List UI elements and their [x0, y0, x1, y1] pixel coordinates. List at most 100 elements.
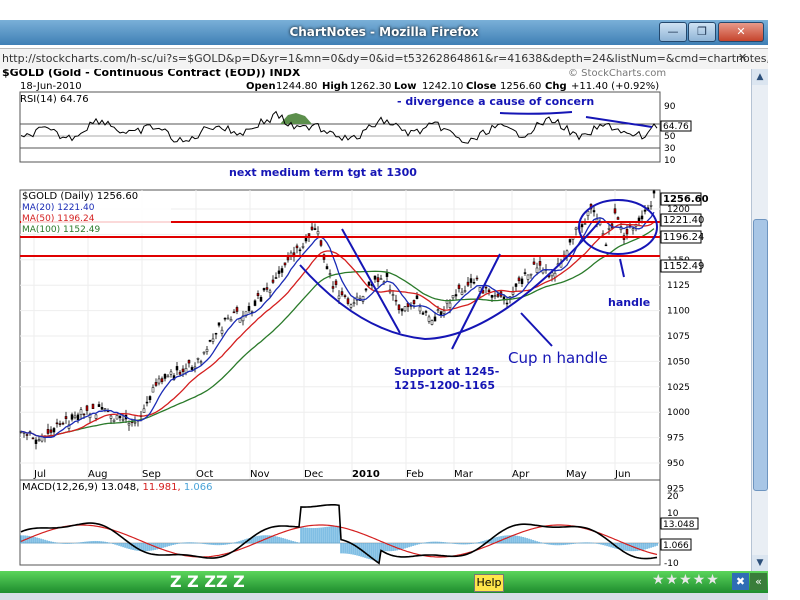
price-candle — [553, 272, 557, 278]
symbol-title: $GOLD (Gold - Continuous Contract (EOD))… — [2, 69, 301, 79]
price-candle — [325, 266, 329, 270]
hist-value-box — [660, 538, 692, 551]
macd-hist-bar — [164, 543, 166, 548]
macd-panel: MACD(12,26,9) 13.048, 11.981, 1.066 20 1… — [19, 479, 699, 569]
rating-stars[interactable]: ★★★★★ — [652, 572, 720, 588]
macd-hist-bar — [538, 541, 540, 544]
macd-tick-neg10: -10 — [664, 559, 679, 569]
macd-hist-bar — [564, 543, 566, 545]
price-candle — [415, 295, 419, 299]
price-candle — [181, 368, 185, 372]
macd-hist-bar — [482, 540, 484, 544]
macd-hist-bar — [456, 543, 458, 545]
macd-hist-bar — [656, 543, 658, 546]
page-close-icon[interactable]: ✕ — [738, 51, 748, 64]
macd-hist-bar — [162, 543, 164, 548]
price-candle — [259, 296, 263, 302]
macd-hist-bar — [304, 527, 306, 544]
price-x-tick: 2010 — [352, 469, 380, 480]
price-x-tick: Jun — [614, 469, 631, 480]
macd-hist-bar — [260, 535, 262, 544]
macd-hist-bar — [578, 542, 580, 544]
macd-hist-bar — [540, 542, 542, 544]
macd-hist-bar — [142, 543, 144, 552]
macd-hist-bar — [228, 543, 230, 545]
price-candle — [652, 190, 656, 194]
vertical-scrollbar[interactable]: ▲ ▼ — [751, 69, 768, 571]
price-candle — [418, 306, 422, 312]
macd-hist-bar — [630, 543, 632, 552]
nav-icon[interactable]: « — [750, 573, 767, 590]
macd-hist-bar — [146, 543, 148, 552]
price-candle — [385, 272, 389, 277]
cup-curve — [299, 220, 601, 341]
restore-button[interactable]: ❐ — [688, 22, 716, 42]
price-candle — [256, 293, 260, 297]
macd-hist-bar — [604, 543, 606, 546]
macd-hist-bar — [206, 543, 208, 545]
price-candle — [487, 289, 491, 293]
macd-label: MACD(12,26,9) 13.048, 11.981, 1.066 — [22, 482, 213, 493]
macd-hist-bar — [124, 543, 126, 548]
macd-hist-bar — [332, 526, 334, 544]
price-candle — [367, 281, 371, 286]
macd-hist-bar — [116, 543, 118, 546]
macd-hist-bar — [256, 536, 258, 544]
price-y-tick: 1000 — [667, 408, 690, 418]
price-candle — [118, 415, 122, 419]
high-value: 1262.30 — [350, 81, 391, 92]
close-button[interactable]: ✕ — [718, 22, 764, 42]
price-y-tick: 1075 — [667, 332, 690, 342]
macd-hist-bar — [512, 535, 514, 544]
scroll-up-icon[interactable]: ▲ — [752, 69, 768, 85]
macd-hist-bar — [322, 527, 324, 544]
macd-hist-bar — [434, 541, 436, 544]
ma50-value-box — [660, 230, 702, 244]
macd-hist-bar — [288, 539, 290, 544]
macd-hist-bar — [334, 525, 336, 544]
macd-hist-bar — [440, 541, 442, 544]
macd-hist-bar — [552, 543, 554, 546]
macd-hist-bar — [152, 543, 154, 551]
price-candle — [178, 371, 182, 375]
macd-hist-bar — [526, 538, 528, 544]
macd-hist-bar — [324, 527, 326, 544]
macd-hist-bar — [426, 542, 428, 544]
macd-hist-bar — [314, 527, 316, 544]
macd-hist-bar — [400, 543, 402, 550]
macd-hist-bar — [138, 543, 140, 551]
scroll-down-icon[interactable]: ▼ — [752, 555, 768, 571]
close-x-icon[interactable]: ✖ — [732, 573, 749, 590]
macd-value: 13.048, — [101, 482, 139, 493]
address-bar[interactable]: http://stockcharts.com/h-sc/ui?s=$GOLD&p… — [0, 48, 800, 70]
scroll-thumb[interactable] — [753, 219, 768, 491]
price-candle — [133, 421, 137, 424]
minimize-button[interactable]: — — [659, 22, 687, 42]
support-annotation-1: Support at 1245- — [394, 365, 499, 378]
price-candle — [52, 428, 56, 433]
macd-hist-bar — [340, 543, 342, 554]
macd-signal-line — [20, 524, 658, 558]
price-candle — [343, 295, 347, 297]
macd-hist-bar — [606, 543, 608, 547]
price-candle — [469, 278, 473, 283]
macd-hist-bar — [610, 543, 612, 548]
macd-hist-bar — [216, 543, 218, 546]
macd-hist-bar — [520, 536, 522, 544]
price-candle — [109, 415, 113, 419]
price-candle — [421, 312, 425, 315]
price-candle — [454, 294, 458, 297]
help-button[interactable]: Help — [474, 574, 504, 592]
macd-tick-10: 10 — [667, 509, 679, 519]
macd-hist-bar — [250, 537, 252, 544]
url-text[interactable]: http://stockcharts.com/h-sc/ui?s=$GOLD&p… — [2, 52, 800, 65]
price-candle — [604, 244, 608, 247]
macd-hist-bar — [484, 540, 486, 544]
macd-hist-bar — [550, 543, 552, 545]
macd-hist-bar — [508, 535, 510, 544]
price-candle — [424, 311, 428, 313]
macd-hist-bar — [120, 543, 122, 547]
price-x-tick: Sep — [142, 469, 161, 480]
macd-hist-bar — [84, 541, 86, 544]
macd-hist-bar — [66, 543, 68, 544]
